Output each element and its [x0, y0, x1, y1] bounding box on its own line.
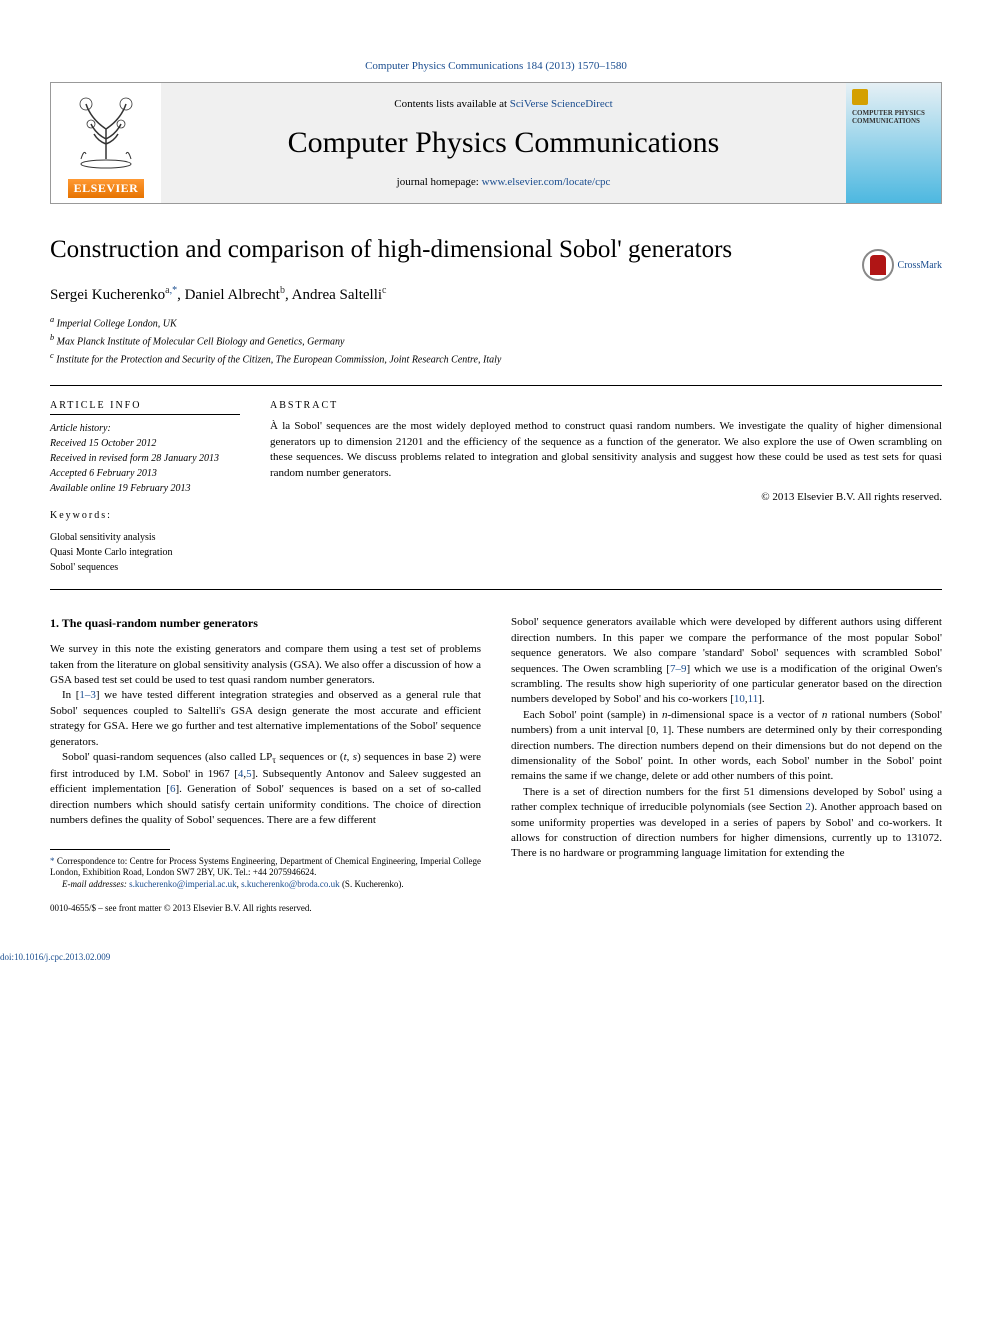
info-abstract-row: ARTICLE INFO Article history: Received 1…	[50, 385, 942, 590]
affiliation-b: b Max Planck Institute of Molecular Cell…	[50, 332, 942, 349]
crossmark-label: CrossMark	[898, 259, 942, 272]
email-link-2[interactable]: s.kucherenko@broda.co.uk	[241, 879, 340, 889]
para-right-2: Each Sobol' point (sample) in n-dimensio…	[511, 708, 942, 785]
header-center: Contents lists available at SciVerse Sci…	[161, 83, 846, 203]
cover-title-line2: COMMUNICATIONS	[852, 117, 935, 125]
doi-link[interactable]: doi:10.1016/j.cpc.2013.02.009	[0, 952, 992, 962]
affil-marker: c	[382, 285, 386, 296]
affiliation-a: a Imperial College London, UK	[50, 314, 942, 331]
abstract-box: ABSTRACT À la Sobol' sequences are the m…	[270, 400, 942, 575]
keywords-heading: Keywords:	[50, 510, 240, 524]
history-received: Received 15 October 2012	[50, 436, 240, 451]
citation-link[interactable]: Computer Physics Communications 184 (201…	[365, 60, 627, 72]
abstract-text: À la Sobol' sequences are the most widel…	[270, 419, 942, 481]
homepage-prefix: journal homepage:	[397, 176, 482, 188]
ref-link-5[interactable]: 5	[246, 768, 252, 780]
article-info-heading: ARTICLE INFO	[50, 400, 240, 415]
left-column: 1. The quasi-random number generators We…	[50, 615, 481, 890]
corresp-marker: ,*	[170, 285, 178, 296]
para-right-1: Sobol' sequence generators available whi…	[511, 615, 942, 707]
bottom-meta: 0010-4655/$ – see front matter © 2013 El…	[50, 903, 942, 915]
journal-header: ELSEVIER Contents lists available at Sci…	[50, 82, 942, 204]
affil-marker: b	[280, 285, 285, 296]
cover-thumb-icon	[852, 89, 868, 105]
page-container: Computer Physics Communications 184 (201…	[0, 0, 992, 954]
article-title: Construction and comparison of high-dime…	[50, 234, 942, 267]
author-2: Daniel Albrechtb	[185, 287, 285, 303]
footnote-corresp-marker: *	[50, 856, 55, 866]
homepage-link[interactable]: www.elsevier.com/locate/cpc	[482, 176, 611, 188]
para-left-1: We survey in this note the existing gene…	[50, 642, 481, 688]
email-label: E-mail addresses:	[62, 879, 127, 889]
para-left-2: In [1–3] we have tested different integr…	[50, 688, 481, 750]
email-footnote: E-mail addresses: s.kucherenko@imperial.…	[50, 879, 481, 891]
article-title-text: Construction and comparison of high-dime…	[50, 236, 732, 263]
section-1-heading: 1. The quasi-random number generators	[50, 615, 481, 632]
author-3: Andrea Saltellic	[292, 287, 387, 303]
crossmark-badge[interactable]: CrossMark	[862, 249, 942, 281]
history-label: Article history:	[50, 421, 240, 436]
corresp-footnote-text: Correspondence to: Centre for Process Sy…	[50, 856, 481, 878]
sciencedirect-link[interactable]: SciVerse ScienceDirect	[510, 98, 613, 110]
article-history: Article history: Received 15 October 201…	[50, 421, 240, 496]
author-1: Sergei Kucherenkoa,*	[50, 287, 177, 303]
issn-line: 0010-4655/$ – see front matter © 2013 El…	[50, 903, 942, 915]
ref-link-1-3[interactable]: 1–3	[79, 689, 96, 701]
right-column: Sobol' sequence generators available whi…	[511, 615, 942, 890]
contents-available-line: Contents lists available at SciVerse Sci…	[181, 98, 826, 110]
affiliation-list: a Imperial College London, UK b Max Plan…	[50, 314, 942, 368]
email-attribution: (S. Kucherenko).	[342, 879, 404, 889]
para-right-3: There is a set of direction numbers for …	[511, 785, 942, 862]
keyword-1: Global sensitivity analysis	[50, 530, 240, 545]
history-revised: Received in revised form 28 January 2013	[50, 451, 240, 466]
body-two-col: 1. The quasi-random number generators We…	[50, 615, 942, 890]
ref-link-10[interactable]: 10	[734, 693, 745, 705]
keywords-list: Global sensitivity analysis Quasi Monte …	[50, 530, 240, 575]
keyword-3: Sobol' sequences	[50, 560, 240, 575]
publisher-logo[interactable]: ELSEVIER	[51, 83, 161, 203]
ref-link-6[interactable]: 6	[170, 783, 176, 795]
top-citation: Computer Physics Communications 184 (201…	[50, 60, 942, 72]
footnote-divider	[50, 849, 170, 850]
ref-link-7-9[interactable]: 7–9	[670, 663, 687, 675]
ref-link-4[interactable]: 4	[238, 768, 244, 780]
cover-title-line1: COMPUTER PHYSICS	[852, 109, 935, 117]
abstract-copyright: © 2013 Elsevier B.V. All rights reserved…	[270, 491, 942, 503]
section-link-2[interactable]: 2	[805, 801, 811, 813]
email-link-1[interactable]: s.kucherenko@imperial.ac.uk	[129, 879, 237, 889]
keyword-2: Quasi Monte Carlo integration	[50, 545, 240, 560]
para-left-3: Sobol' quasi-random sequences (also call…	[50, 750, 481, 829]
article-info-box: ARTICLE INFO Article history: Received 1…	[50, 400, 240, 575]
homepage-line: journal homepage: www.elsevier.com/locat…	[181, 176, 826, 188]
corresp-footnote: * Correspondence to: Centre for Process …	[50, 856, 481, 879]
affiliation-c: c Institute for the Protection and Secur…	[50, 350, 942, 367]
history-accepted: Accepted 6 February 2013	[50, 466, 240, 481]
ref-link-11[interactable]: 11	[748, 693, 759, 705]
crossmark-circle-icon	[862, 249, 894, 281]
author-list: Sergei Kucherenkoa,*, Daniel Albrechtb, …	[50, 285, 942, 304]
journal-title: Computer Physics Communications	[181, 126, 826, 160]
history-online: Available online 19 February 2013	[50, 481, 240, 496]
elsevier-brand-label: ELSEVIER	[68, 179, 145, 198]
journal-cover-thumb[interactable]: COMPUTER PHYSICS COMMUNICATIONS	[846, 83, 941, 203]
crossmark-inner-icon	[870, 255, 886, 275]
contents-prefix: Contents lists available at	[394, 98, 509, 110]
elsevier-tree-icon	[56, 89, 156, 179]
abstract-heading: ABSTRACT	[270, 400, 942, 411]
